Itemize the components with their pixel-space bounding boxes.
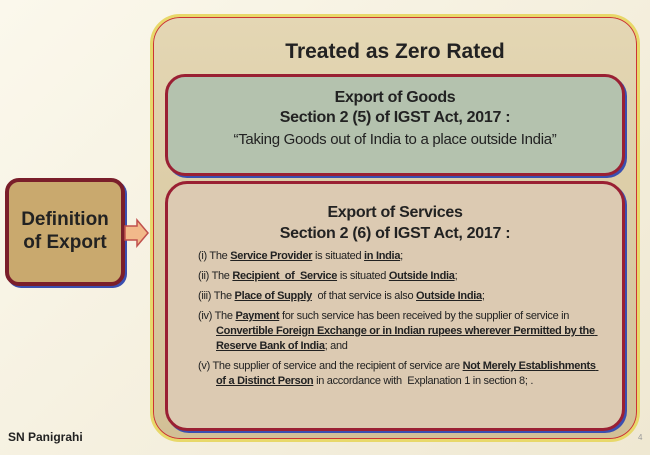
- emphasis: in India: [364, 250, 401, 262]
- goods-quote: “Taking Goods out of India to a place ou…: [233, 131, 557, 148]
- text: is situated: [312, 250, 365, 262]
- definition-line: Definition: [21, 209, 109, 231]
- text: ;: [454, 270, 458, 282]
- panel-title: Treated as Zero Rated: [285, 40, 505, 63]
- emphasis: Recipient of Service: [232, 270, 338, 282]
- service-condition: (i) The Service Provider is situated in …: [198, 249, 608, 264]
- text: (i) The: [198, 250, 231, 262]
- text: ;: [400, 250, 403, 262]
- text: in accordance with Explanation 1 in sect…: [313, 375, 534, 387]
- author: SN Panigrahi: [8, 430, 83, 444]
- page-number: 4: [638, 433, 643, 442]
- emphasis: Outside India: [416, 290, 482, 302]
- service-condition: (iii) The Place of Supply of that servic…: [198, 289, 608, 304]
- arrow: [124, 218, 149, 248]
- text: (ii) The: [198, 270, 233, 282]
- goods-section: Section 2 (5) of IGST Act, 2017 :: [279, 109, 511, 126]
- text: of that service is also: [311, 290, 417, 302]
- text: ;: [481, 290, 485, 302]
- goods-heading: Export of Goods: [334, 89, 456, 106]
- text: for such service has been received by th…: [279, 310, 572, 322]
- service-condition: (ii) The Recipient of Service is situate…: [198, 269, 608, 284]
- emphasis: Payment: [235, 310, 280, 322]
- service-condition: (iv) The Payment for such service has be…: [198, 309, 608, 354]
- definition-line: of Export: [23, 232, 107, 253]
- service-condition: (v) The supplier of service and the reci…: [198, 359, 608, 389]
- text: (iv) The: [198, 310, 236, 322]
- text: is situated: [337, 270, 389, 282]
- text: ; and: [324, 340, 348, 352]
- goods-box: Export of Goods Section 2 (5) of IGST Ac…: [165, 74, 625, 176]
- services-section: Section 2 (6) of IGST Act, 2017 :: [279, 225, 511, 242]
- emphasis: Outside India: [388, 270, 455, 282]
- emphasis: Service Provider: [230, 250, 313, 262]
- emphasis: Not Merely Establishments of a Distinct …: [216, 360, 599, 387]
- services-list: (i) The Service Provider is situated in …: [168, 249, 622, 389]
- emphasis: Convertible Foreign Exchange or in India…: [216, 325, 598, 352]
- text: (iii) The: [198, 290, 235, 302]
- services-heading: Export of Services: [327, 204, 463, 221]
- services-box: Export of Services Section 2 (6) of IGST…: [165, 181, 625, 431]
- text: (v) The supplier of service and the reci…: [198, 360, 463, 372]
- emphasis: Place of Supply: [234, 290, 313, 302]
- definition-box: Definition of Export: [5, 178, 125, 286]
